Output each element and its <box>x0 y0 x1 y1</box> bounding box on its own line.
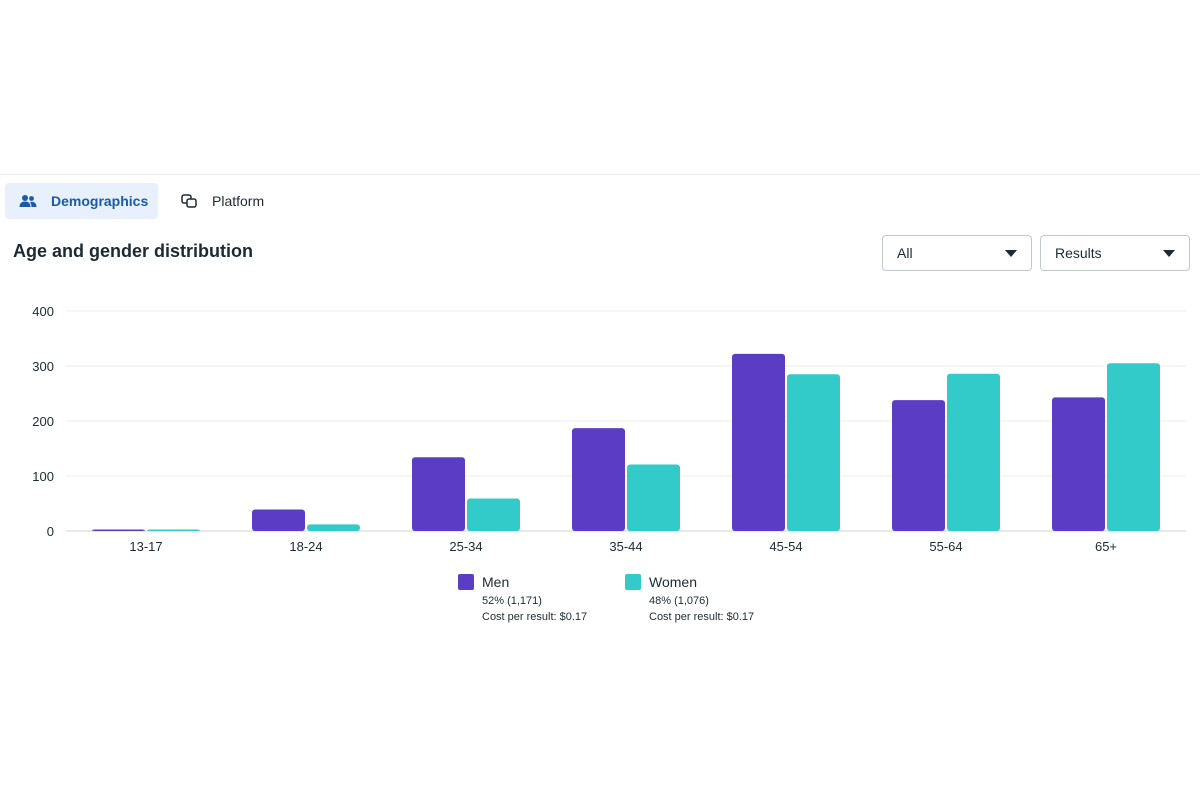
bar-men-55-64[interactable] <box>892 400 945 531</box>
metric-dropdown-value: Results <box>1055 245 1102 261</box>
legend-cost-women: Cost per result: $0.17 <box>649 611 755 623</box>
bar-women-13-17[interactable] <box>147 529 200 532</box>
audience-dropdown-value: All <box>897 245 913 261</box>
y-tick-label: 0 <box>47 524 54 539</box>
x-tick-label: 45-54 <box>769 539 802 554</box>
bar-men-65+[interactable] <box>1052 397 1105 531</box>
y-tick-label: 300 <box>32 359 54 374</box>
bar-women-45-54[interactable] <box>787 374 840 531</box>
caret-down-icon <box>1163 249 1175 257</box>
bar-women-55-64[interactable] <box>947 373 1000 531</box>
x-tick-label: 35-44 <box>609 539 642 554</box>
bar-women-65+[interactable] <box>1107 363 1160 531</box>
tab-demographics[interactable]: Demographics <box>5 183 158 219</box>
bar-men-18-24[interactable] <box>252 509 305 531</box>
bar-men-35-44[interactable] <box>572 428 625 531</box>
y-tick-label: 200 <box>32 414 54 429</box>
bar-chart: 0 100 200 300 400 13-17 18-24 25-34 35-44 45-54 55… <box>32 304 1186 554</box>
x-tick-label: 65+ <box>1095 539 1117 554</box>
tab-demographics-label: Demographics <box>51 193 149 209</box>
bar-men-45-54[interactable] <box>732 353 785 531</box>
legend-swatch-women <box>625 574 641 590</box>
legend-cost-men: Cost per result: $0.17 <box>482 611 588 623</box>
caret-down-icon <box>1005 249 1017 257</box>
platform-icon <box>180 192 198 210</box>
legend-name-women: Women <box>649 574 697 590</box>
tab-platform[interactable]: Platform <box>170 183 280 219</box>
bar-men-25-34[interactable] <box>412 457 465 531</box>
metric-dropdown[interactable]: Results <box>1040 235 1190 271</box>
x-tick-label: 25-34 <box>449 539 482 554</box>
x-tick-label: 13-17 <box>129 539 162 554</box>
x-tick-label: 55-64 <box>929 539 962 554</box>
legend-share-men: 52% (1,171) <box>482 595 542 607</box>
x-tick-label: 18-24 <box>289 539 322 554</box>
y-tick-label: 400 <box>32 304 54 319</box>
bar-women-18-24[interactable] <box>307 524 360 531</box>
people-icon <box>19 192 37 210</box>
legend-swatch-men <box>458 574 474 590</box>
bar-women-35-44[interactable] <box>627 464 680 531</box>
section-divider <box>0 174 1200 175</box>
bar-men-13-17[interactable] <box>92 529 145 532</box>
tab-platform-label: Platform <box>212 193 265 209</box>
bar-women-25-34[interactable] <box>467 498 520 531</box>
section-title: Age and gender distribution <box>13 241 254 261</box>
legend-share-women: 48% (1,076) <box>649 595 709 607</box>
y-tick-label: 100 <box>32 469 54 484</box>
legend-name-men: Men <box>482 574 510 590</box>
audience-dropdown[interactable]: All <box>882 235 1032 271</box>
